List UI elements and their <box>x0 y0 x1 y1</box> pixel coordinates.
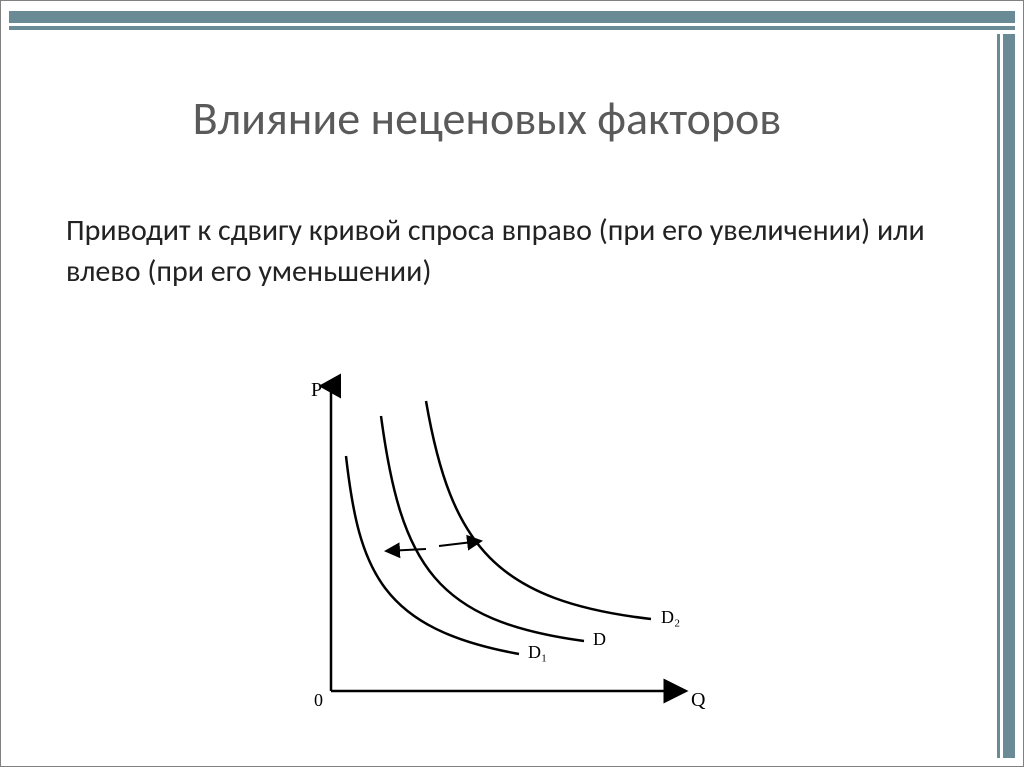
top-border-decoration <box>9 11 1015 35</box>
right-border-decoration <box>993 34 1015 758</box>
demand-curve-0 <box>346 456 519 654</box>
shift-arrow-left <box>386 549 426 551</box>
curve-label-2: D₂ <box>661 607 680 627</box>
curve-label-1: D <box>593 629 606 649</box>
demand-curve-2 <box>426 401 651 619</box>
demand-shift-chart: P Q 0 D₁ D D₂ <box>281 371 721 731</box>
slide-frame: Влияние неценовых факторов Приводит к сд… <box>0 0 1024 767</box>
curve-label-0: D₁ <box>528 642 547 662</box>
y-axis-label: P <box>311 379 322 401</box>
shift-arrow-right <box>439 541 481 546</box>
slide-body-text: Приводит к сдвигу кривой спроса вправо (… <box>66 211 943 292</box>
x-axis-label: Q <box>691 689 706 711</box>
slide-title: Влияние неценовых факторов <box>1 91 973 147</box>
origin-label: 0 <box>314 690 323 710</box>
demand-curve-1 <box>381 416 584 641</box>
